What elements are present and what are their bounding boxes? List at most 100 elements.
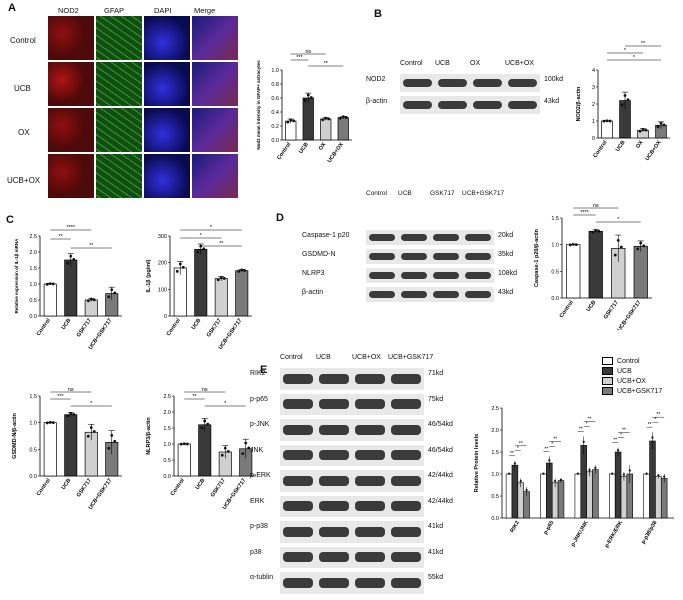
x-tick-label: UCB+GSK717: [617, 300, 643, 330]
significance-label: *: [620, 433, 622, 439]
blot-band: [465, 253, 491, 260]
x-tick-label: p-p65: [543, 520, 556, 536]
blot-band: [403, 78, 432, 88]
lane-label: Control: [280, 354, 303, 361]
blot-band: [355, 552, 385, 563]
significance-label: ***: [296, 55, 303, 61]
blot-band: [355, 501, 385, 512]
y-axis-label: Relative Protein levels: [474, 434, 480, 492]
legend-label: UCB+OX: [617, 377, 646, 385]
data-point: [292, 119, 296, 123]
y-tick-label: 1.5: [29, 266, 37, 272]
data-point: [243, 269, 247, 272]
data-point: [175, 269, 179, 273]
bar-gsk717: [214, 278, 228, 317]
micrograph-r3-c3: [192, 154, 238, 198]
blot-band: [369, 272, 395, 279]
data-point: [226, 449, 230, 453]
blot-band: [319, 475, 349, 486]
x-tick-label: UCB: [298, 142, 310, 155]
x-tick-label: p-ERK/ERK: [604, 520, 624, 549]
y-tick-label: 0.4: [271, 110, 279, 116]
row-label-ox: OX: [18, 128, 30, 137]
data-point: [92, 430, 96, 433]
x-tick-label: Control: [170, 477, 186, 497]
significance-label: *: [586, 422, 588, 428]
significance-label: **: [58, 234, 63, 240]
bar-ucb: [649, 440, 656, 519]
bar-control: [540, 473, 547, 519]
data-point: [559, 478, 563, 481]
data-point: [182, 442, 186, 446]
significance-label: ***: [57, 394, 64, 400]
blot-band: [401, 234, 427, 241]
protein-label: RIK2: [250, 370, 266, 377]
data-point: [623, 94, 627, 97]
x-tick-label: RIK2: [509, 520, 520, 534]
significance-label: **: [519, 441, 523, 447]
significance-label: ns: [202, 387, 208, 393]
significance-label: *: [617, 217, 620, 223]
significance-label: ****: [66, 225, 75, 231]
bar-control: [505, 473, 513, 519]
kd-label: 100kd: [544, 76, 564, 83]
data-point: [639, 241, 643, 245]
data-point: [628, 469, 631, 472]
bar-control: [574, 473, 582, 519]
data-point: [72, 413, 76, 416]
blot-band: [473, 100, 502, 110]
panel-letter-b: B: [374, 8, 382, 20]
y-tick-label: 2: [592, 102, 595, 108]
data-point: [571, 242, 575, 246]
blot-band: [319, 424, 349, 435]
significance-label: *: [551, 441, 553, 447]
micrograph-r1-c1: [96, 62, 142, 106]
chart-c-il1b-mrna: 0.0 0.5 1.0 1.5 2.0 2.5 Relative expression of…: [14, 225, 122, 350]
data-point: [513, 462, 516, 465]
blot-band: [355, 424, 385, 435]
blot-band: [319, 373, 349, 384]
micrograph-r3-c2: [144, 154, 190, 198]
blot-band: [391, 450, 421, 461]
data-point: [576, 472, 579, 475]
x-tick-label: UCB: [615, 140, 627, 153]
micrograph-r2-c2: [144, 108, 190, 152]
x-tick-label: GSK717: [76, 478, 93, 499]
blot-band: [391, 501, 421, 512]
protein-label: NLRP3: [302, 270, 325, 277]
data-point: [240, 268, 244, 272]
blot-band: [355, 373, 385, 384]
blot-band: [283, 450, 313, 461]
y-axis-label: NLRP3/β-actin: [146, 417, 152, 455]
blot-strip: [280, 368, 424, 390]
data-point: [605, 119, 609, 123]
kd-label: 41kd: [428, 523, 444, 530]
significance-label: *: [654, 417, 656, 423]
blot-band: [391, 373, 421, 384]
y-tick-label: 1.0: [29, 421, 37, 427]
blot-strip: [280, 419, 424, 441]
data-point: [196, 250, 200, 254]
x-tick-label: UCB+OX: [644, 139, 662, 162]
blot-band: [283, 373, 313, 384]
western-blot-b: Control UCB OX UCB+OX NOD2 100kd β-actin 43kd: [360, 60, 570, 122]
significance-label: **: [89, 243, 94, 249]
data-point: [185, 442, 189, 446]
bar-ucb: [198, 424, 212, 477]
data-point: [554, 479, 557, 483]
blot-strip: [280, 444, 424, 466]
kd-label: 108kd: [498, 270, 518, 277]
data-point: [657, 474, 660, 477]
protein-label: β-actin: [302, 289, 324, 296]
significance-label: **: [641, 41, 646, 47]
blot-band: [391, 424, 421, 435]
protein-label: ERK: [250, 497, 265, 505]
data-point: [663, 475, 666, 478]
legend-swatch: [602, 367, 613, 375]
significance-label: **: [613, 438, 617, 444]
y-axis-label: Caspase-1 p20/β-actin: [534, 228, 540, 287]
x-tick-label: UCB: [191, 318, 203, 331]
y-tick-label: 1.0: [491, 472, 499, 478]
kd-label: 43kd: [544, 98, 560, 105]
bar-ucb-gsk717: [633, 245, 648, 299]
